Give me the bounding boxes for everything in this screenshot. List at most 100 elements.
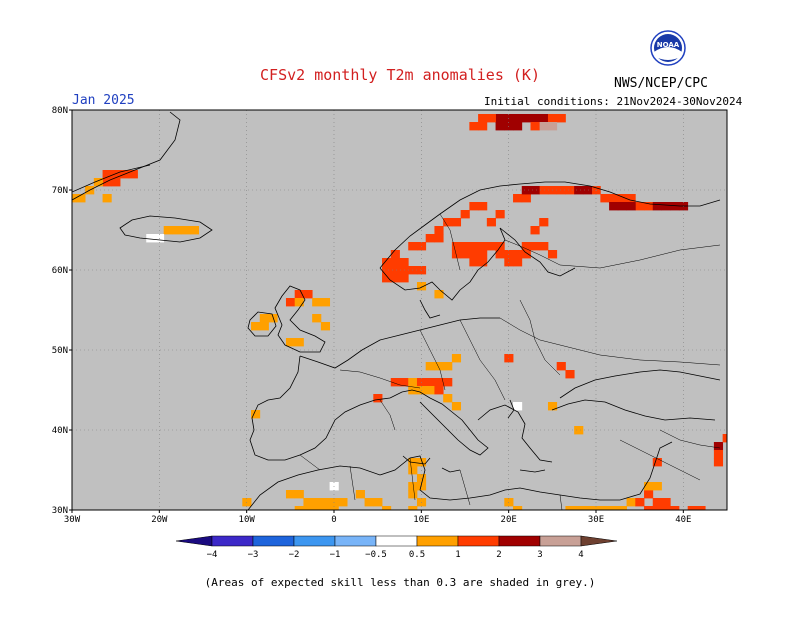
- anomaly-cell: [399, 378, 409, 387]
- anomaly-cell: [530, 186, 540, 195]
- anomaly-cell: [312, 298, 322, 307]
- anomaly-cell: [425, 378, 435, 387]
- anomaly-cell: [521, 114, 531, 123]
- longitude-label: 10W: [239, 515, 256, 525]
- anomaly-cell: [495, 122, 505, 131]
- anomaly-cell: [521, 242, 531, 251]
- anomaly-cell: [408, 378, 418, 387]
- anomaly-cell: [644, 490, 654, 499]
- anomaly-cell: [635, 498, 645, 507]
- agency-label: NWS/NCEP/CPC: [614, 76, 708, 91]
- anomaly-cell: [722, 434, 727, 443]
- anomaly-cell: [574, 506, 584, 510]
- anomaly-cell: [556, 186, 566, 195]
- anomaly-cell: [434, 378, 444, 387]
- anomaly-cell: [451, 354, 462, 363]
- anomaly-cell: [539, 186, 549, 195]
- anomaly-cell: [617, 194, 627, 203]
- anomaly-cell: [713, 442, 724, 451]
- anomaly-cell: [600, 194, 610, 203]
- anomaly-cell: [495, 250, 505, 259]
- anomaly-cell: [547, 114, 558, 123]
- anomaly-cell: [163, 226, 173, 235]
- anomaly-cell: [72, 194, 77, 203]
- anomaly-cell: [382, 506, 392, 510]
- anomaly-cell: [259, 314, 269, 323]
- longitude-label: 20W: [151, 515, 168, 525]
- anomaly-cell: [635, 202, 645, 211]
- noaa-logo-text: NOAA: [657, 41, 680, 49]
- anomaly-cell: [513, 122, 523, 131]
- colorbar-tick-label: 1: [455, 550, 460, 560]
- anomaly-cell: [565, 186, 575, 195]
- anomaly-cell: [478, 258, 488, 267]
- anomaly-cell: [102, 170, 112, 179]
- anomaly-cell: [128, 170, 138, 179]
- page-title: CFSv2 monthly T2m anomalies (K): [260, 66, 540, 84]
- anomaly-cell: [574, 426, 584, 435]
- anomaly-cell: [513, 250, 523, 259]
- anomaly-cell: [513, 506, 523, 510]
- latitude-label: 70N: [52, 186, 68, 196]
- map-background: [72, 110, 727, 510]
- longitude-label: 10E: [413, 515, 429, 525]
- anomaly-cell: [652, 202, 662, 211]
- colorbar-bin: [252, 535, 295, 547]
- anomaly-cell: [713, 458, 724, 467]
- anomaly-cell: [530, 114, 540, 123]
- anomaly-cell: [565, 370, 575, 379]
- longitude-labels: 30W 20W 10W 0 10E 20E 30E 40E: [64, 510, 691, 525]
- colorbar-bin: [457, 535, 500, 547]
- colorbar-tick-label: 2: [496, 550, 501, 560]
- colorbar-tick-labels: −4 −3 −2 −1 −0.5 0.5 1 2 3 4: [207, 550, 584, 560]
- anomaly-cell: [547, 250, 558, 259]
- anomaly-cell: [469, 258, 479, 267]
- anomaly-cell: [451, 242, 462, 251]
- anomaly-cell: [521, 194, 531, 203]
- anomaly-cell: [146, 234, 156, 243]
- anomaly-cell: [443, 394, 453, 403]
- anomaly-cell: [382, 258, 392, 267]
- anomaly-cell: [338, 498, 348, 507]
- colorbar-tick-label: 4: [578, 550, 583, 560]
- anomaly-cell: [434, 234, 444, 243]
- colorbar-bin-low: [175, 535, 213, 547]
- latitude-label: 30N: [52, 506, 68, 516]
- anomaly-cell: [530, 226, 540, 235]
- anomaly-cell: [486, 114, 496, 123]
- colorbar-tick-label: −1: [330, 550, 341, 560]
- anomaly-cell: [390, 258, 400, 267]
- anomaly-cell: [670, 202, 680, 211]
- anomaly-cell: [399, 258, 409, 267]
- latitude-label: 40N: [52, 426, 68, 436]
- anomaly-cell: [294, 290, 304, 299]
- anomaly-cell: [189, 226, 200, 235]
- anomaly-cell: [443, 218, 453, 227]
- anomaly-cell: [521, 250, 531, 259]
- anomaly-cell: [469, 250, 479, 259]
- anomaly-cell: [513, 194, 523, 203]
- anomaly-cell: [320, 298, 331, 307]
- anomaly-cell: [303, 506, 313, 510]
- anomaly-cell: [303, 498, 313, 507]
- anomaly-cell: [478, 114, 488, 123]
- anomaly-cell: [251, 410, 261, 419]
- anomaly-cell: [495, 114, 505, 123]
- anomaly-cell: [644, 482, 654, 491]
- anomaly-cell: [591, 506, 601, 510]
- anomaly-cell: [617, 506, 627, 510]
- colorbar-tick-label: −0.5: [365, 550, 387, 560]
- anomaly-cell: [320, 506, 331, 510]
- colorbar-tick-label: −2: [289, 550, 300, 560]
- anomaly-cell: [425, 362, 435, 371]
- anomaly-cell: [390, 266, 400, 275]
- anomaly-cell: [609, 202, 619, 211]
- anomaly-cell: [713, 450, 724, 459]
- anomaly-cell: [626, 194, 636, 203]
- longitude-label: 30E: [588, 515, 604, 525]
- anomaly-cell: [626, 498, 636, 507]
- latitude-label: 50N: [52, 346, 68, 356]
- longitude-label: 30W: [64, 515, 81, 525]
- anomaly-cell: [390, 274, 400, 283]
